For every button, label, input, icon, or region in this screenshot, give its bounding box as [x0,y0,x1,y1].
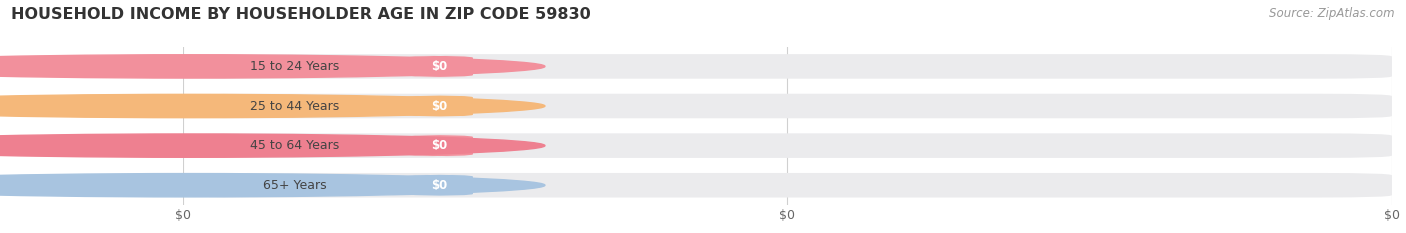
FancyBboxPatch shape [406,56,472,77]
FancyBboxPatch shape [406,175,472,196]
Text: 15 to 24 Years: 15 to 24 Years [250,60,339,73]
Text: Source: ZipAtlas.com: Source: ZipAtlas.com [1270,7,1395,20]
FancyBboxPatch shape [188,56,401,77]
Text: $0: $0 [432,139,449,152]
Text: HOUSEHOLD INCOME BY HOUSEHOLDER AGE IN ZIP CODE 59830: HOUSEHOLD INCOME BY HOUSEHOLDER AGE IN Z… [11,7,591,22]
FancyBboxPatch shape [406,95,472,117]
Circle shape [0,134,546,157]
Text: $0: $0 [432,179,449,192]
FancyBboxPatch shape [188,135,401,156]
Text: 25 to 44 Years: 25 to 44 Years [250,99,339,113]
FancyBboxPatch shape [183,173,1392,198]
Circle shape [0,55,546,78]
Text: $0: $0 [432,99,449,113]
Circle shape [0,174,546,197]
FancyBboxPatch shape [188,95,401,117]
FancyBboxPatch shape [183,54,1392,79]
Circle shape [0,94,546,118]
Text: $0: $0 [432,60,449,73]
FancyBboxPatch shape [183,133,1392,158]
FancyBboxPatch shape [188,175,401,196]
FancyBboxPatch shape [406,135,472,156]
FancyBboxPatch shape [183,94,1392,118]
Text: 65+ Years: 65+ Years [263,179,326,192]
Text: 45 to 64 Years: 45 to 64 Years [250,139,339,152]
